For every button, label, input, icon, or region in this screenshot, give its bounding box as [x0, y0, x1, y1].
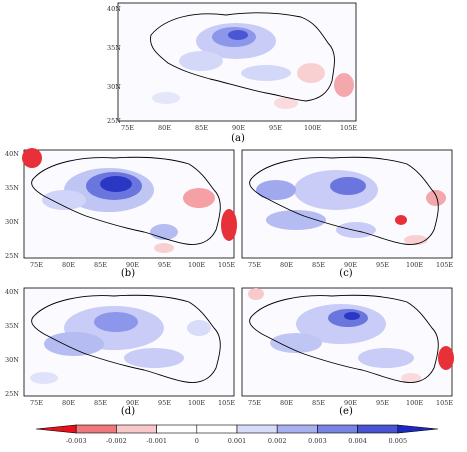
lon-tick: 75E: [248, 399, 261, 407]
lon-tick: 80E: [62, 261, 75, 269]
map-svg-c: 75E 80E 85E 90E 95E 100E 105E: [241, 149, 453, 269]
lat-tick: 35N: [107, 44, 121, 52]
map-svg-a: 40N 35N 30N 25N 75E 80E 85E 90E 95E 100E…: [107, 2, 357, 132]
plateau-outline: [249, 156, 439, 245]
lon-tick: 100E: [406, 261, 423, 269]
colorbar-cell: [75, 424, 117, 434]
colorbar-cells: [35, 424, 439, 434]
map-panel-a: 40N 35N 30N 25N 75E 80E 85E 90E 95E 100E…: [106, 2, 358, 144]
lon-tick: 90E: [232, 124, 245, 132]
lat-tick: 40N: [5, 150, 19, 158]
plateau-outline: [249, 294, 439, 383]
plateau-outline: [31, 294, 221, 383]
lat-tick: 25N: [107, 117, 121, 125]
colorbar-cell: [276, 424, 318, 434]
colorbar-label: -0.003: [66, 437, 87, 445]
plateau-outline: [150, 12, 335, 102]
colorbar-label: -0.002: [106, 437, 127, 445]
lon-tick: 75E: [121, 124, 134, 132]
lon-tick: 80E: [158, 124, 171, 132]
colorbar-cell: [317, 424, 358, 434]
panel-label: (d): [120, 406, 136, 417]
anomaly-field: [248, 288, 454, 383]
lon-tick: 105E: [218, 399, 235, 407]
colorbar: -0.003 -0.002 -0.001 0 0.001 0.002 0.003 0.004 0…: [22, 424, 452, 452]
colorbar-label: 0.003: [308, 437, 327, 445]
anomaly-field: [30, 306, 211, 384]
lon-tick: 100E: [188, 261, 205, 269]
lon-tick: 100E: [188, 399, 205, 407]
lon-tick: 90E: [344, 261, 357, 269]
lon-tick: 95E: [158, 261, 171, 269]
anomaly-field: [152, 23, 354, 109]
colorbar-cell: [156, 424, 198, 434]
map-panel-d: 40N 35N 30N 25N 75E 80E 85E 90E 95E 100E…: [4, 287, 236, 417]
lon-tick: 90E: [126, 261, 139, 269]
lat-tick: 25N: [5, 252, 19, 260]
colorbar-label: -0.001: [146, 437, 167, 445]
panel-label: (e): [339, 406, 353, 417]
lon-tick: 90E: [344, 399, 357, 407]
colorbar-cell: [357, 424, 399, 434]
plateau-outline: [31, 156, 221, 245]
colorbar-cell: [116, 424, 157, 434]
lon-tick: 80E: [280, 261, 293, 269]
colorbar-label: 0.002: [268, 437, 287, 445]
lon-tick: 95E: [376, 399, 389, 407]
map-panel-c: 75E 80E 85E 90E 95E 100E 105E (c): [236, 149, 464, 279]
lat-tick: 40N: [5, 288, 19, 296]
lon-tick: 90E: [126, 399, 139, 407]
lon-tick: 75E: [248, 261, 261, 269]
lon-tick: 95E: [158, 399, 171, 407]
lon-tick: 100E: [304, 124, 321, 132]
lon-tick: 95E: [376, 261, 389, 269]
lat-tick: 30N: [107, 83, 121, 91]
lat-tick: 25N: [5, 390, 19, 398]
colorbar-label: 0.001: [228, 437, 247, 445]
colorbar-svg: -0.003 -0.002 -0.001 0 0.001 0.002 0.003 0.004 0…: [35, 424, 439, 445]
anomaly-field: [256, 170, 446, 245]
colorbar-label: 0: [195, 437, 199, 445]
colorbar-cell: [397, 424, 439, 434]
panel-label: (c): [339, 268, 353, 279]
panel-label: (b): [120, 268, 136, 279]
lat-tick: 40N: [107, 5, 121, 13]
map-svg-e: 75E 80E 85E 90E 95E 100E 105E: [241, 287, 454, 407]
lon-tick: 105E: [218, 261, 235, 269]
panel-label: (a): [231, 133, 245, 144]
lon-tick: 85E: [94, 399, 107, 407]
lon-tick: 95E: [269, 124, 282, 132]
colorbar-labels: -0.003 -0.002 -0.001 0 0.001 0.002 0.003 0.004 0…: [66, 437, 407, 445]
lon-tick: 85E: [195, 124, 208, 132]
lon-tick: 105E: [436, 261, 453, 269]
map-panel-e: 75E 80E 85E 90E 95E 100E 105E (e): [236, 287, 464, 417]
colorbar-label: 0.005: [388, 437, 407, 445]
colorbar-cell: [35, 424, 77, 434]
lon-tick: 85E: [312, 261, 325, 269]
lon-tick: 75E: [30, 399, 43, 407]
lon-tick: 80E: [62, 399, 75, 407]
lat-tick: 35N: [5, 322, 19, 330]
map-svg-d: 40N 35N 30N 25N 75E 80E 85E 90E 95E 100E…: [5, 287, 235, 407]
map-frame: [117, 2, 357, 122]
colorbar-cell: [196, 424, 238, 434]
colorbar-cell: [236, 424, 278, 434]
lat-tick: 30N: [5, 356, 19, 364]
lon-tick: 105E: [340, 124, 357, 132]
lon-tick: 105E: [436, 399, 453, 407]
lon-tick: 75E: [30, 261, 43, 269]
map-svg-b: 40N 35N 30N 25N 75E 80E 85E 90E 95E 100E…: [5, 148, 237, 269]
lon-tick: 85E: [312, 399, 325, 407]
colorbar-label: 0.004: [348, 437, 367, 445]
lat-tick: 30N: [5, 218, 19, 226]
lat-tick: 35N: [5, 184, 19, 192]
lon-tick: 100E: [406, 399, 423, 407]
lon-tick: 80E: [280, 399, 293, 407]
map-panel-b: 40N 35N 30N 25N 75E 80E 85E 90E 95E 100E…: [4, 148, 237, 279]
lon-tick: 85E: [94, 261, 107, 269]
anomaly-field: [22, 148, 237, 253]
